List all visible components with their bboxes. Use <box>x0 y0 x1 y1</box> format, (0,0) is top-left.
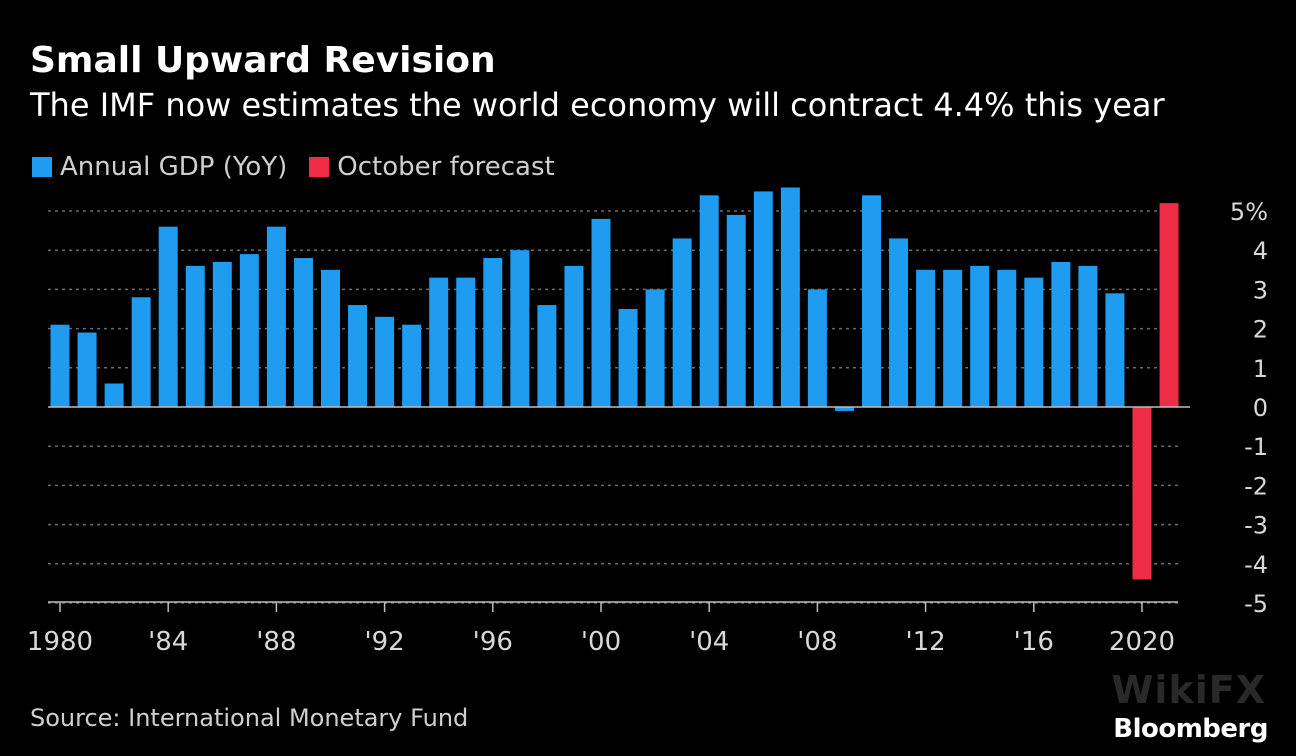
y-tick-label: 1 <box>1253 355 1268 383</box>
bar <box>970 265 990 407</box>
bar <box>321 269 340 407</box>
chart-title: Small Upward Revision <box>30 40 496 81</box>
bar <box>104 383 124 407</box>
bar <box>131 297 151 407</box>
x-tick-label: 2020 <box>1109 627 1175 657</box>
y-tick-label: 4 <box>1253 237 1268 265</box>
bar <box>1078 265 1098 407</box>
bar <box>807 289 827 407</box>
bar <box>889 238 909 407</box>
bar <box>77 332 97 407</box>
bar <box>618 309 638 407</box>
x-tick-label: '08 <box>797 627 837 657</box>
bar <box>1024 277 1044 407</box>
x-tick-label: 1980 <box>27 627 93 657</box>
y-tick-label: 5% <box>1230 198 1268 226</box>
x-tick-label: '92 <box>364 627 404 657</box>
legend-swatch-annual-gdp <box>32 157 52 177</box>
bar <box>293 258 313 407</box>
legend-item-october-forecast: October forecast <box>309 152 555 182</box>
y-tick-label: 0 <box>1253 394 1268 422</box>
y-tick-label: -1 <box>1244 433 1268 461</box>
bar <box>943 269 963 407</box>
bar <box>1105 293 1125 407</box>
bar <box>212 261 232 407</box>
y-tick-label: -4 <box>1244 551 1268 579</box>
x-tick-label: '84 <box>148 627 188 657</box>
bar <box>483 258 503 407</box>
y-tick-label: -5 <box>1244 590 1268 618</box>
bar <box>510 250 530 407</box>
chart-subtitle: The IMF now estimates the world economy … <box>30 86 1165 124</box>
bar <box>591 218 611 407</box>
bar <box>266 226 286 407</box>
legend-item-annual-gdp: Annual GDP (YoY) <box>32 152 287 182</box>
bar <box>429 277 449 407</box>
legend: Annual GDP (YoY) October forecast <box>32 152 577 182</box>
bar <box>348 305 368 407</box>
legend-label-october-forecast: October forecast <box>337 152 555 182</box>
bar <box>1051 261 1071 407</box>
legend-label-annual-gdp: Annual GDP (YoY) <box>60 152 288 182</box>
y-tick-label: 2 <box>1253 316 1268 344</box>
bar <box>158 226 178 407</box>
bar <box>537 305 557 407</box>
x-tick-label: '96 <box>473 627 513 657</box>
bar <box>834 407 854 411</box>
bar <box>780 187 800 407</box>
legend-swatch-october-forecast <box>309 157 330 177</box>
bar <box>375 316 395 407</box>
x-tick-label: '88 <box>256 627 296 657</box>
bar <box>564 265 584 407</box>
bar <box>50 324 70 407</box>
y-tick-label: -2 <box>1244 472 1268 500</box>
bar <box>645 289 665 407</box>
bar <box>402 324 422 407</box>
x-tick-label: '04 <box>689 627 729 657</box>
watermark-logo: WikiFX <box>1111 668 1266 712</box>
bar <box>239 254 259 407</box>
y-tick-label: 3 <box>1253 276 1268 304</box>
bar <box>862 195 881 407</box>
bar <box>672 238 692 407</box>
bar <box>997 269 1017 407</box>
bar <box>1132 407 1152 580</box>
x-tick-label: '16 <box>1014 627 1054 657</box>
bar <box>916 269 936 407</box>
bar <box>456 277 476 407</box>
bar <box>699 195 719 407</box>
source-note: Source: International Monetary Fund <box>30 704 469 732</box>
bloomberg-logo: Bloomberg <box>1113 714 1268 744</box>
bar <box>726 214 746 407</box>
x-tick-label: '00 <box>581 627 621 657</box>
y-tick-label: -3 <box>1244 512 1268 540</box>
bar <box>753 191 773 407</box>
bar <box>1159 203 1179 407</box>
bar <box>185 265 205 407</box>
x-tick-label: '12 <box>905 627 945 657</box>
